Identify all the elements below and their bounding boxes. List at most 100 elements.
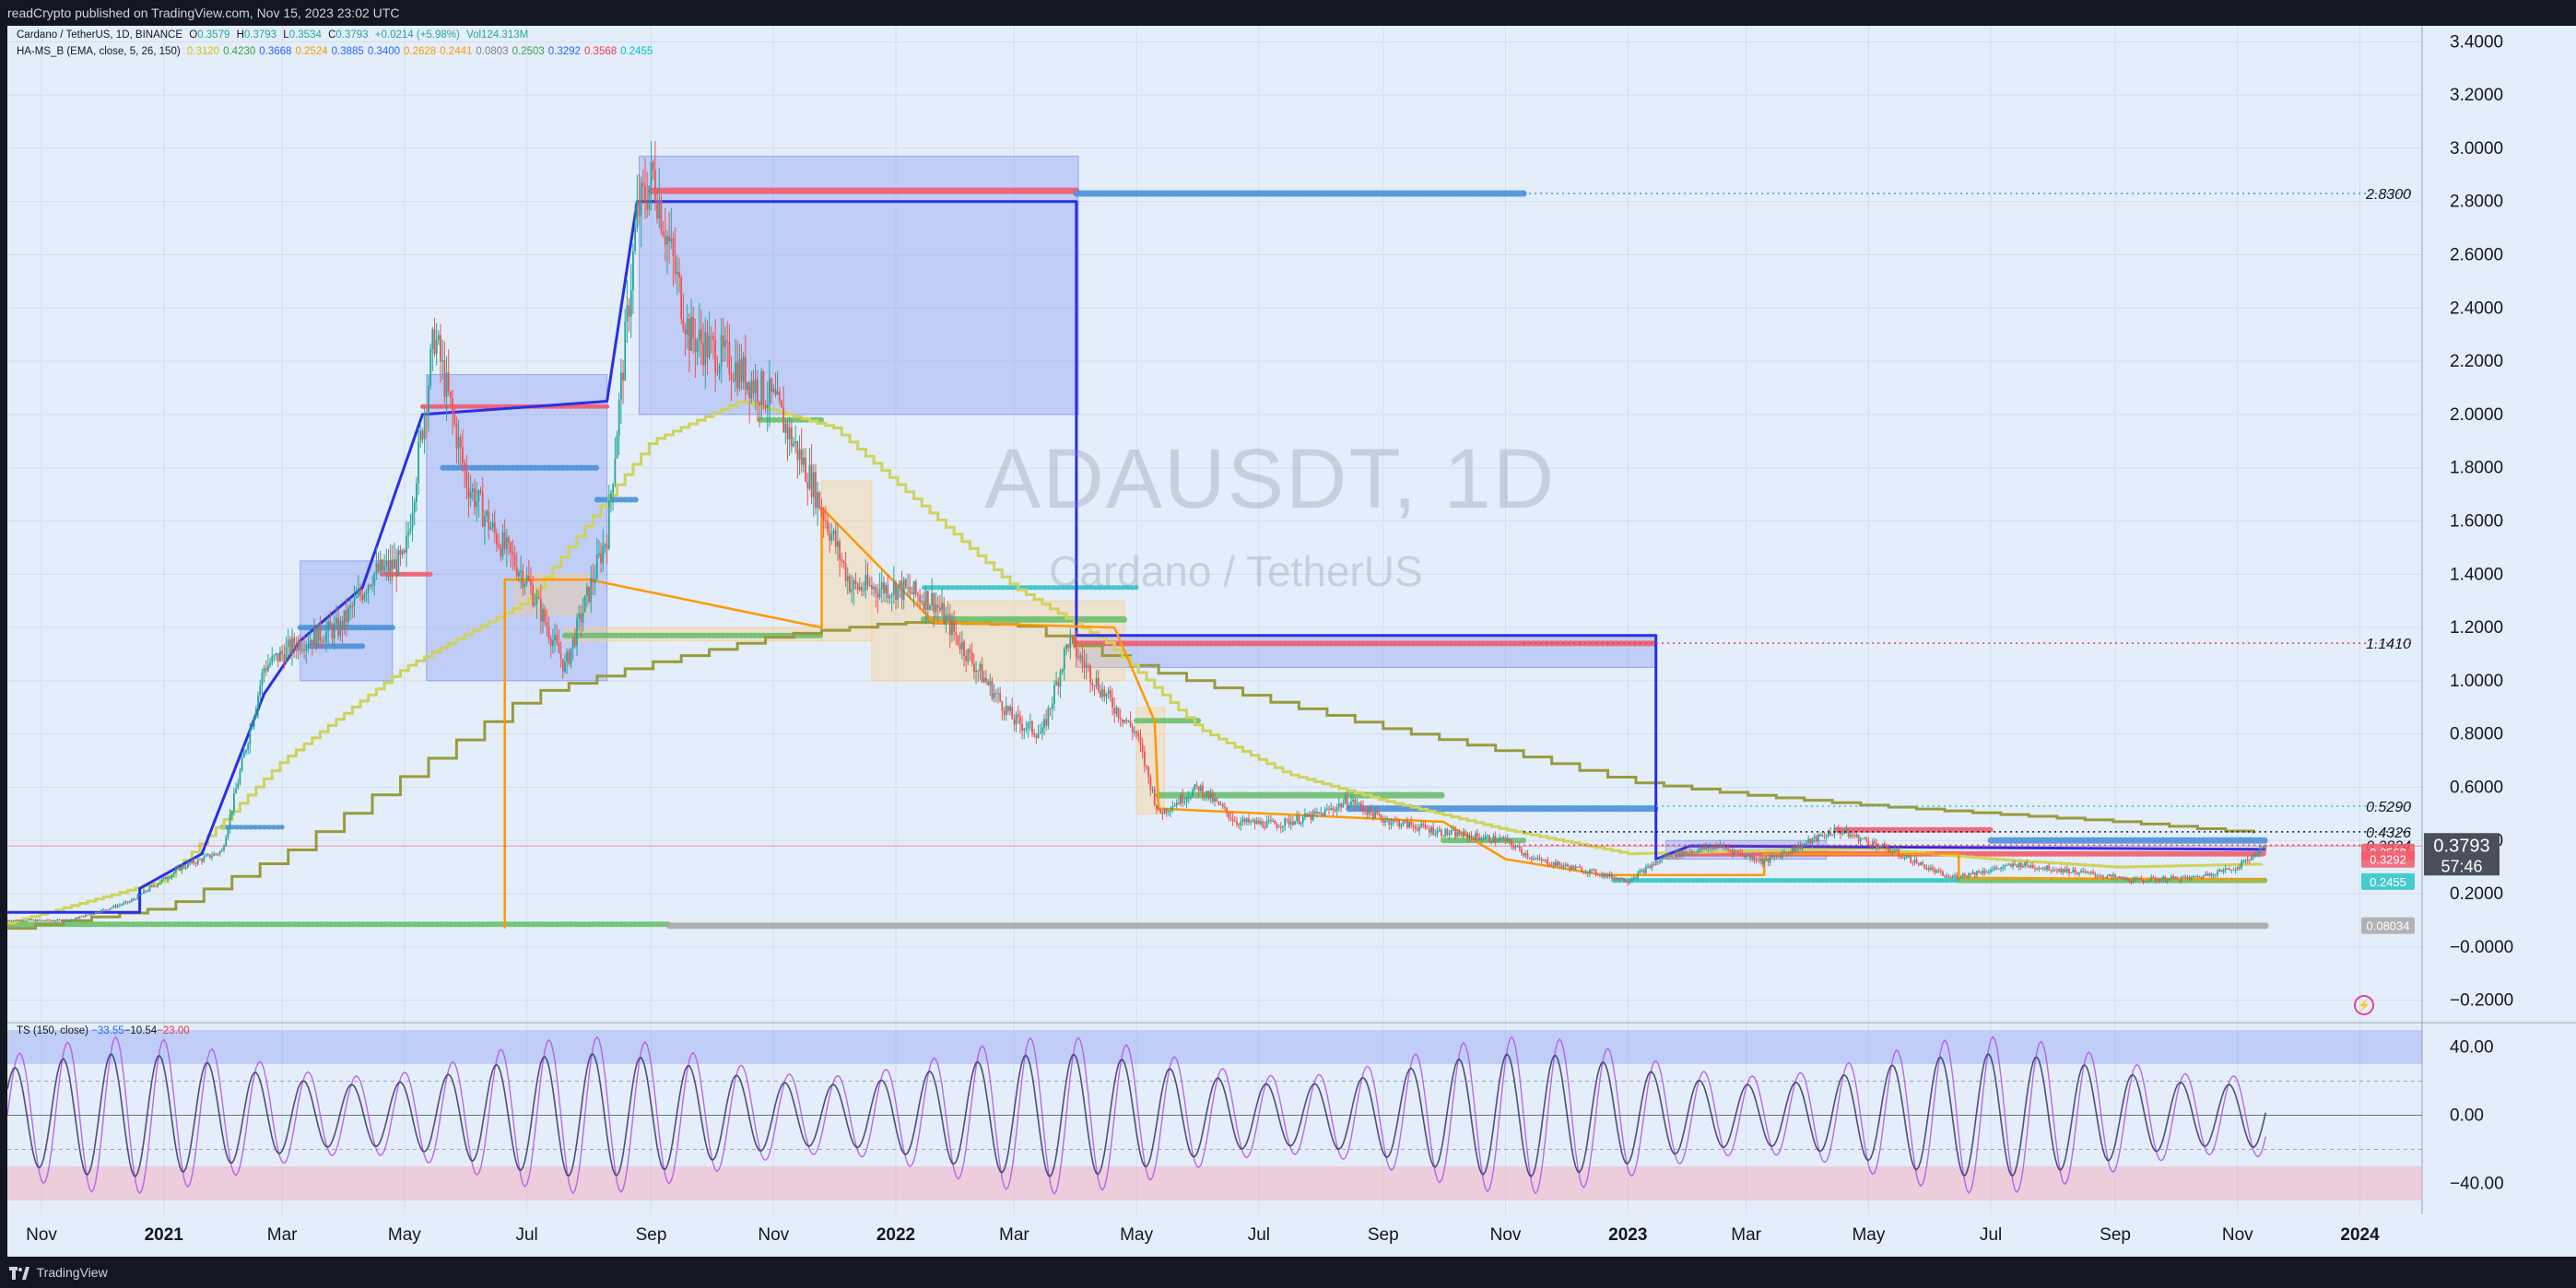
candle-body (1886, 844, 1888, 849)
candle-body (1705, 846, 1708, 849)
candle-body (1688, 852, 1691, 854)
candle-body (2012, 863, 2014, 867)
candle-body (512, 552, 514, 556)
candle-body (690, 317, 692, 351)
candle-body (273, 655, 276, 657)
candle-body (1175, 802, 1178, 806)
candle-body (1392, 819, 1394, 824)
candle-body (1031, 720, 1033, 733)
price-axis: 3.4000 3.2000 3.0000 2.8000 2.6000 2.4000 2.20… (2424, 32, 2513, 1011)
candle-body (558, 642, 560, 654)
candle-body (1180, 794, 1182, 804)
indicator-legend[interactable]: HA-MS_B (EMA, close, 5, 26, 150) 0.3120 0… (17, 46, 660, 57)
candle-body (1700, 847, 1703, 849)
candle-body (1358, 802, 1360, 805)
candle-body (36, 919, 39, 921)
candle-body (568, 651, 570, 664)
symbol-legend[interactable]: Cardano / TetherUS, 1D, BINANCE O0.3579 … (17, 29, 532, 41)
candle-body (247, 744, 250, 750)
candle-body (554, 635, 556, 640)
candle-body (806, 481, 809, 489)
candle-body (259, 685, 262, 696)
candle-body (917, 593, 919, 596)
candle-body (1564, 864, 1567, 866)
candle-body (1911, 862, 1914, 864)
candle-body (1867, 840, 1870, 845)
candle-body (1005, 706, 1007, 715)
candle-body (1055, 681, 1057, 685)
candle-body (106, 909, 109, 911)
candle-body (1322, 813, 1324, 816)
candle-body (193, 860, 195, 864)
candle-body (1296, 815, 1299, 822)
candle-body (433, 329, 436, 354)
candle-body (2154, 877, 2157, 882)
candle-body (1356, 804, 1359, 806)
candle-body (1021, 724, 1023, 731)
candle-body (2236, 866, 2239, 871)
time-tick-label: 2021 (145, 1225, 184, 1245)
candle-body (479, 489, 482, 493)
candle-body (595, 554, 598, 580)
candle-body (688, 318, 690, 351)
last-price-label: 0.3793 (2433, 836, 2489, 856)
candle-body (1620, 878, 1623, 880)
candle-body (84, 914, 87, 918)
candle-body (1274, 820, 1276, 825)
candle-body (726, 340, 729, 342)
candle-body (1685, 851, 1688, 854)
price-tick-label: 2.0000 (2450, 405, 2503, 425)
candle-body (590, 578, 593, 602)
candle-body (1893, 849, 1896, 852)
price-tick-label: 2.4000 (2450, 299, 2503, 318)
candle-body (199, 859, 201, 861)
candle-body (1221, 804, 1224, 807)
candle-body (948, 614, 951, 636)
candle-body (99, 912, 100, 914)
candle-body (1845, 829, 1848, 833)
lightning-icon[interactable]: ⚡ (2354, 995, 2374, 1015)
ts-legend[interactable]: TS (150, close) −33.55−10.54−23.00 (17, 1025, 190, 1036)
candle-body (343, 610, 346, 630)
candle-body (1464, 831, 1466, 834)
candle-body (1723, 846, 1725, 849)
candle-body (1819, 834, 1822, 837)
candle-body (2007, 864, 2010, 866)
candle-body (556, 635, 559, 643)
candle-body (1913, 860, 1916, 863)
candle-body (832, 531, 835, 534)
candle-body (2065, 868, 2068, 872)
candle-body (539, 598, 542, 622)
candle-body (1675, 851, 1677, 858)
candle-body (781, 401, 782, 408)
time-tick-label: Mar (267, 1225, 298, 1245)
candle-body (551, 639, 554, 647)
candle-body (44, 920, 47, 922)
time-tick-label: Nov (1490, 1225, 1522, 1245)
symbol-watermark: ADAUSDT, 1D (984, 432, 1557, 526)
main-chart[interactable]: 2.83001.14100.52900.43260.38240.35680.32… (7, 26, 2576, 1257)
chart-frame[interactable]: 2.83001.14100.52900.43260.38240.35680.32… (7, 26, 2576, 1257)
candle-body (1113, 708, 1116, 714)
candle-body (1412, 825, 1415, 826)
candle-body (1316, 812, 1318, 814)
candle-body (1569, 866, 1571, 870)
candle-body (2041, 867, 2044, 869)
candle-body (431, 329, 434, 349)
candle-body (1671, 854, 1674, 858)
candle-body (720, 334, 723, 367)
candle-body (288, 639, 291, 654)
candle-body (2122, 877, 2124, 879)
candle-body (941, 603, 943, 611)
candle-body (736, 362, 738, 389)
candle-body (1721, 844, 1723, 847)
candle-body (1512, 845, 1515, 849)
footer-brand: TradingView (36, 1265, 108, 1280)
candle-body (2178, 880, 2181, 882)
candle-body (876, 592, 879, 598)
candle-body (662, 230, 665, 236)
candle-body (933, 592, 935, 613)
candle-body (936, 604, 939, 608)
candle-body (347, 607, 349, 623)
candle-body (700, 329, 702, 344)
